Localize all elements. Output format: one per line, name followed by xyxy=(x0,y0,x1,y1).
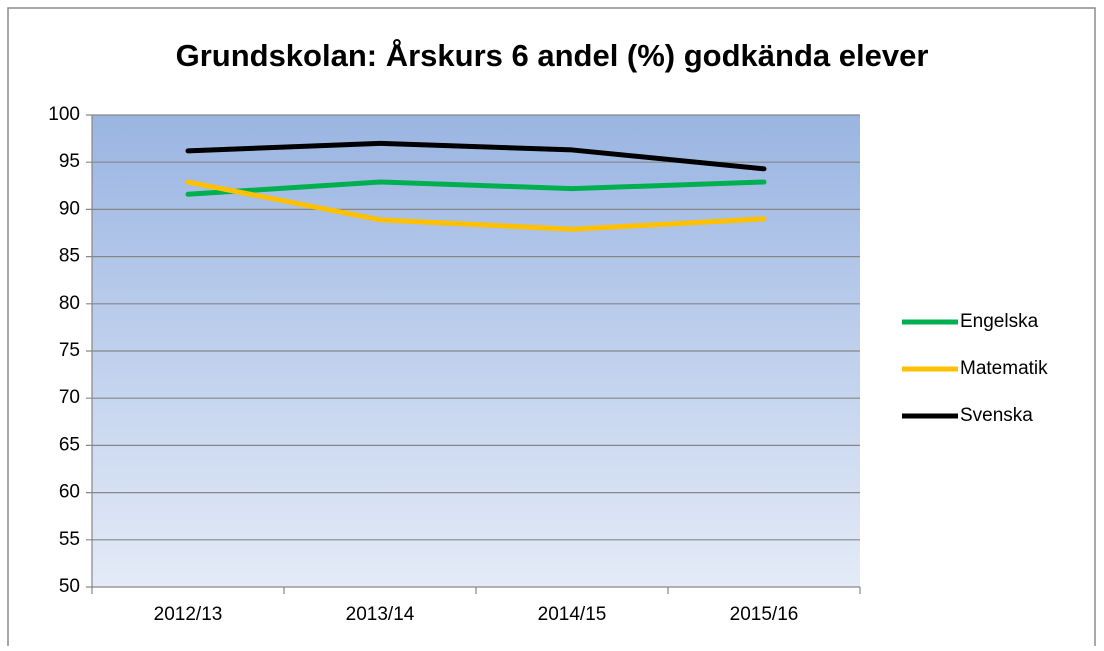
x-tick-label: 2014/15 xyxy=(538,604,607,625)
y-tick-label: 70 xyxy=(59,387,80,408)
x-tick-label: 2013/14 xyxy=(346,604,415,625)
y-tick-label: 55 xyxy=(59,529,80,550)
legend-label: Engelska xyxy=(960,311,1039,332)
series-line xyxy=(185,140,767,172)
y-tick-label: 65 xyxy=(59,434,80,455)
y-tick-label: 95 xyxy=(59,151,80,172)
legend-label: Svenska xyxy=(960,405,1033,426)
x-tick-label: 2015/16 xyxy=(730,604,799,625)
legend-label: Matematik xyxy=(960,358,1048,379)
y-tick-label: 100 xyxy=(48,104,80,125)
y-tick-label: 85 xyxy=(59,246,80,267)
y-tick-label: 90 xyxy=(59,198,80,219)
series-line xyxy=(185,179,767,197)
series-line xyxy=(185,179,767,232)
y-tick-label: 80 xyxy=(59,293,80,314)
chart-title: Grundskolan: Årskurs 6 andel (%) godkänd… xyxy=(176,38,929,73)
y-tick-label: 60 xyxy=(59,482,80,503)
y-tick-label: 75 xyxy=(59,340,80,361)
y-tick-label: 50 xyxy=(59,576,80,597)
x-tick-label: 2012/13 xyxy=(154,604,223,625)
